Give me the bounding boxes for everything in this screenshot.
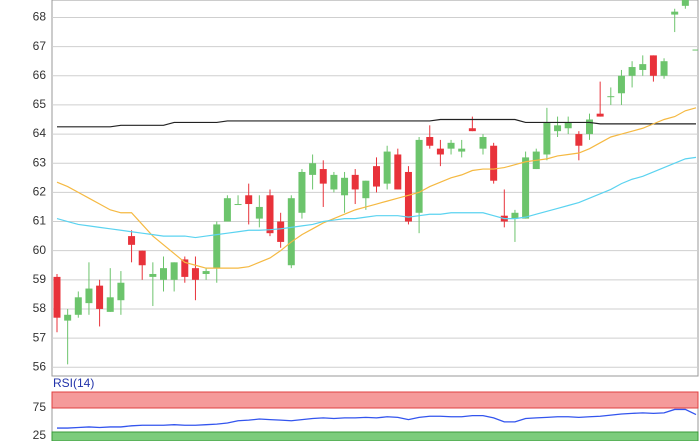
- candle-body: [479, 136, 487, 149]
- candle-body: [617, 75, 625, 94]
- oversold-band: [51, 431, 699, 441]
- y-tick-label: 59: [33, 272, 47, 286]
- candle-body: [309, 163, 317, 175]
- candle-body: [117, 282, 125, 301]
- candle-body: [53, 276, 61, 318]
- candle-body: [586, 119, 593, 135]
- candle-body: [287, 198, 295, 266]
- y-tick-label: 65: [33, 97, 47, 111]
- rsi-title: RSI(14): [53, 376, 94, 390]
- candle-body: [245, 195, 253, 205]
- rsi-plot: [57, 408, 697, 429]
- candle-body: [106, 297, 114, 312]
- candle-body: [170, 262, 178, 280]
- candle-body: [149, 273, 157, 277]
- candle-body: [671, 11, 679, 15]
- candle-body: [160, 268, 167, 280]
- candle-body: [564, 122, 572, 129]
- y-tick-label: 60: [33, 243, 47, 257]
- candle-body: [692, 49, 698, 51]
- candle-body: [575, 134, 583, 146]
- rsi-line: [57, 408, 697, 429]
- y-tick-label: 64: [33, 126, 47, 140]
- candle-body: [681, 0, 689, 6]
- y-tick-label: 66: [33, 68, 47, 82]
- moving-average-line: [56, 156, 697, 239]
- candle-body: [330, 174, 338, 190]
- candle-body: [277, 221, 285, 242]
- candle-body: [96, 285, 104, 309]
- candle-body: [213, 224, 221, 269]
- candle-body: [426, 136, 434, 146]
- candle-body: [383, 151, 391, 184]
- price-panel: [51, 0, 699, 377]
- candle-body: [234, 204, 242, 206]
- candle-body: [319, 169, 327, 184]
- y-tick-label: 67: [33, 39, 47, 53]
- candle-body: [85, 288, 93, 304]
- y-tick-label: 75: [33, 400, 47, 414]
- axes: 56 57 58 59 60 61 62 63 64 65 66 67 68 25 75: [33, 10, 47, 441]
- candle-body: [511, 212, 519, 219]
- candle-body: [490, 145, 498, 181]
- candle-body: [362, 180, 370, 199]
- candle-body: [298, 171, 306, 213]
- candle-body: [404, 171, 412, 222]
- candle-body: [181, 259, 189, 277]
- candle-body: [223, 198, 231, 222]
- candle-body: [447, 142, 455, 149]
- candle-body: [351, 174, 359, 190]
- candle-body: [64, 314, 72, 321]
- candle-body: [628, 67, 636, 76]
- candle-body: [341, 177, 349, 196]
- candle-body: [266, 195, 274, 234]
- candle-body: [436, 148, 444, 155]
- candle-body: [138, 250, 146, 266]
- candle-body: [255, 206, 263, 219]
- candle-body: [468, 128, 476, 132]
- y-tick-label: 63: [33, 155, 47, 169]
- y-tick-label: 68: [33, 10, 47, 24]
- y-tick-label: 58: [33, 301, 47, 315]
- candle-body: [202, 271, 210, 274]
- candle-body: [543, 122, 551, 155]
- price-plot: [52, 0, 698, 368]
- candle-body: [191, 268, 199, 280]
- candle-body: [596, 113, 604, 117]
- candle-body: [128, 236, 136, 245]
- candle-body: [415, 139, 423, 213]
- y-tick-label: 25: [33, 428, 47, 441]
- candle-body: [394, 154, 402, 190]
- candle-body: [660, 61, 668, 76]
- candle-body: [74, 297, 82, 315]
- candle-body: [522, 157, 530, 219]
- y-tick-label: 57: [33, 330, 47, 344]
- candle-body: [639, 64, 647, 70]
- candle-body: [373, 166, 380, 187]
- y-tick-label: 61: [33, 214, 47, 228]
- moving-average-line: [56, 107, 697, 269]
- candle-body: [458, 148, 466, 152]
- candle-body: [607, 96, 615, 98]
- overbought-band: [51, 391, 699, 409]
- y-tick-label: 62: [33, 185, 47, 199]
- candle-body: [554, 125, 562, 132]
- y-tick-label: 56: [33, 359, 47, 373]
- moving-average-line: [57, 118, 696, 128]
- candle-body: [649, 55, 657, 76]
